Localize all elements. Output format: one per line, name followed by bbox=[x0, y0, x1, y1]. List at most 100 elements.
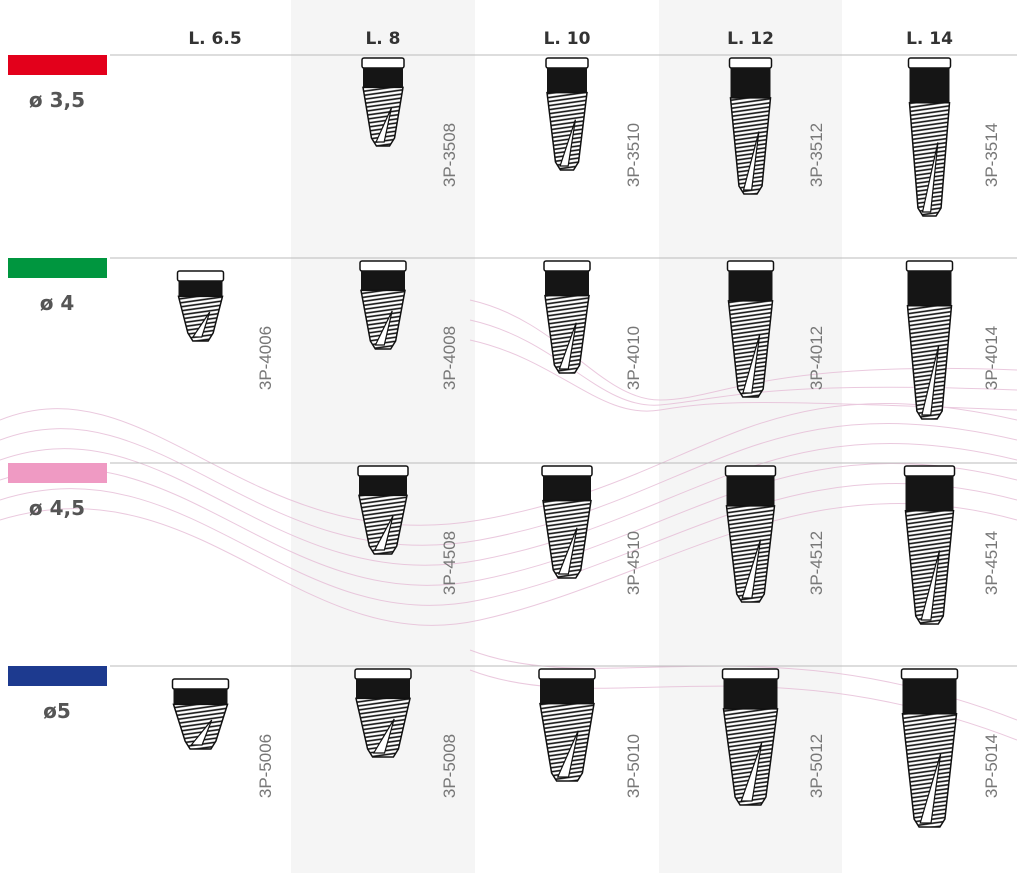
implant bbox=[541, 465, 593, 579]
implant-collar bbox=[359, 260, 407, 272]
implant bbox=[724, 465, 777, 603]
implant-collar bbox=[354, 668, 412, 680]
implant bbox=[357, 465, 409, 555]
implant-collar bbox=[545, 57, 589, 69]
implant-flute bbox=[921, 345, 940, 416]
implant bbox=[543, 260, 591, 374]
implant-collar bbox=[724, 465, 777, 477]
product-code: 3P-4512 bbox=[807, 531, 826, 595]
implant-flute bbox=[375, 107, 392, 143]
implant-flute bbox=[742, 131, 760, 191]
implant-neck bbox=[363, 68, 403, 88]
product-code: 3P-5008 bbox=[440, 734, 459, 798]
diameter-color bbox=[8, 463, 107, 483]
product-code: 3P-4014 bbox=[982, 326, 1001, 390]
implant bbox=[359, 260, 407, 350]
implant bbox=[721, 668, 780, 806]
implant-neck bbox=[905, 476, 954, 511]
implant-flute bbox=[556, 730, 579, 778]
implant-flute bbox=[557, 527, 578, 575]
implant-body bbox=[362, 86, 404, 147]
implant-collar bbox=[907, 57, 952, 69]
implant-neck bbox=[173, 689, 228, 705]
implant-collar bbox=[543, 260, 591, 272]
implant-collar bbox=[903, 465, 956, 477]
implant-body bbox=[908, 102, 951, 217]
implant-collar bbox=[728, 57, 773, 69]
row-label: ø 4 bbox=[40, 291, 75, 315]
implant-collar bbox=[176, 270, 225, 282]
column-header: L. 12 bbox=[727, 29, 774, 49]
product-code: 3P-3508 bbox=[440, 123, 459, 187]
implant-body bbox=[177, 295, 224, 342]
implant bbox=[538, 668, 596, 782]
product-code: 3P-5010 bbox=[624, 734, 643, 798]
product-code: 3P-4006 bbox=[256, 326, 275, 390]
implant bbox=[354, 668, 412, 758]
implant-neck bbox=[907, 271, 952, 306]
implant-body bbox=[722, 708, 779, 806]
implant-flute bbox=[741, 539, 762, 599]
diameter-color bbox=[8, 55, 107, 75]
implant-neck bbox=[726, 476, 775, 506]
implant-body bbox=[901, 713, 958, 828]
implant-collar bbox=[905, 260, 954, 272]
product-code: 3P-5014 bbox=[982, 734, 1001, 798]
product-code: 3P-3514 bbox=[982, 123, 1001, 187]
implant bbox=[728, 57, 773, 195]
product-code: 3P-3510 bbox=[624, 123, 643, 187]
implant-neck bbox=[547, 68, 587, 93]
implant bbox=[545, 57, 589, 171]
product-code: 3P-4010 bbox=[624, 326, 643, 390]
implant-flute bbox=[920, 550, 941, 621]
product-code: 3P-3512 bbox=[807, 123, 826, 187]
implant bbox=[361, 57, 405, 147]
implant-neck bbox=[361, 271, 405, 291]
implant-flute bbox=[373, 515, 394, 551]
diameter-color bbox=[8, 258, 107, 278]
product-code: 3P-4508 bbox=[440, 531, 459, 595]
row-label: ø 3,5 bbox=[29, 88, 85, 112]
implant-body bbox=[904, 510, 955, 625]
implant-body bbox=[172, 703, 229, 750]
implant-neck bbox=[728, 271, 773, 301]
column-header: L. 8 bbox=[365, 29, 400, 49]
implant-neck bbox=[902, 679, 957, 714]
implant-flute bbox=[558, 322, 577, 370]
product-code: 3P-5006 bbox=[256, 734, 275, 798]
implant-body bbox=[546, 91, 588, 171]
implant-body bbox=[360, 289, 406, 350]
implant-flute bbox=[374, 310, 393, 346]
implant-collar bbox=[541, 465, 593, 477]
implant bbox=[900, 668, 959, 828]
implant-flute bbox=[189, 719, 213, 746]
implant-body bbox=[355, 697, 411, 758]
diameter-color bbox=[8, 666, 107, 686]
product-code: 3P-4510 bbox=[624, 531, 643, 595]
implant-flute bbox=[740, 742, 763, 802]
row-label: ø5 bbox=[43, 699, 71, 723]
implant-collar bbox=[171, 678, 230, 690]
implant-collar bbox=[726, 260, 775, 272]
column-header: L. 14 bbox=[906, 29, 953, 49]
implant-collar bbox=[361, 57, 405, 69]
implant bbox=[905, 260, 954, 420]
implant-body bbox=[729, 97, 772, 195]
background-waves bbox=[0, 299, 1017, 741]
implant-neck bbox=[909, 68, 950, 103]
implant-neck bbox=[356, 679, 410, 699]
column-header: L. 10 bbox=[544, 29, 591, 49]
column-header: L. 6.5 bbox=[188, 29, 241, 49]
row-label: ø 4,5 bbox=[29, 496, 85, 520]
implant-flute bbox=[191, 311, 211, 338]
implant-collar bbox=[721, 668, 780, 680]
implant-body bbox=[539, 702, 595, 782]
implant-neck bbox=[540, 679, 594, 704]
implant-neck bbox=[543, 476, 591, 501]
implant-flute bbox=[372, 718, 395, 754]
implant bbox=[907, 57, 952, 217]
implant-neck bbox=[730, 68, 771, 98]
implant-body bbox=[727, 300, 774, 398]
implant-neck bbox=[723, 679, 778, 709]
